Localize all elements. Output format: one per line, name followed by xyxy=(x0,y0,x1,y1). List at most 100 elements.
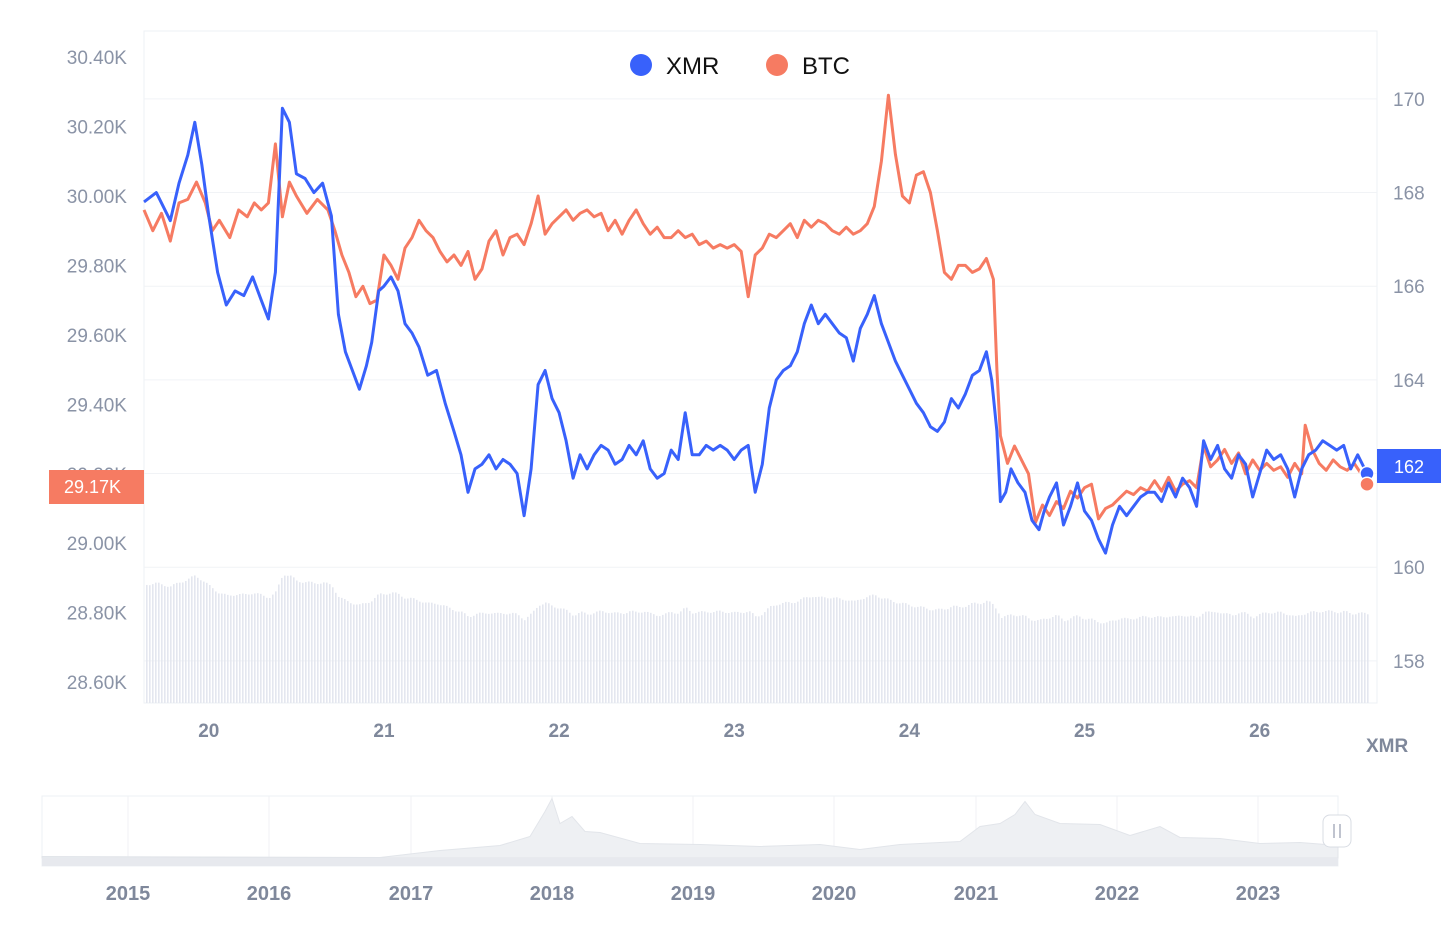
volume-bar xyxy=(1292,615,1294,703)
volume-bar xyxy=(416,599,418,703)
legend-item-btc[interactable]: BTC xyxy=(766,53,850,80)
volume-bar xyxy=(1154,617,1156,703)
volume-bar xyxy=(575,615,577,703)
volume-bar xyxy=(896,603,898,703)
volume-bar xyxy=(161,584,163,703)
volume-bar xyxy=(554,607,556,703)
volume-bar xyxy=(530,613,532,703)
volume-bar xyxy=(1169,616,1171,703)
volume-bar xyxy=(371,601,373,703)
volume-bar xyxy=(1232,615,1234,703)
volume-bar xyxy=(1004,616,1006,703)
volume-bar xyxy=(998,613,1000,703)
volume-bar xyxy=(1007,614,1009,703)
time-navigator[interactable]: 2015 2016 2017 2018 2019 2020 2021 2022 2023 xyxy=(41,795,1352,905)
volume-bar xyxy=(1214,612,1216,703)
volume-bar xyxy=(1241,612,1243,703)
volume-bar xyxy=(917,606,919,703)
volume-bar xyxy=(227,594,229,703)
volume-bar xyxy=(785,601,787,703)
volume-bar xyxy=(1088,618,1090,703)
volume-bar xyxy=(428,602,430,703)
navigator-axis: 2015 2016 2017 2018 2019 2020 2021 2022 2023 xyxy=(106,883,1281,905)
volume-bar xyxy=(236,595,238,703)
volume-bar xyxy=(728,612,730,703)
x-tick-label: 25 xyxy=(1074,721,1096,742)
volume-bar xyxy=(1067,620,1069,703)
volume-bar xyxy=(1355,614,1357,703)
volume-bar xyxy=(992,603,994,703)
series-line-btc xyxy=(142,93,1372,524)
volume-bar xyxy=(338,596,340,703)
volume-bar xyxy=(179,582,181,703)
volume-bar xyxy=(1259,613,1261,703)
x-tick-label: 24 xyxy=(899,721,921,742)
navigator-year-label: 2016 xyxy=(247,883,292,905)
volume-bar xyxy=(1313,611,1315,703)
volume-bar xyxy=(632,610,634,703)
volume-bar xyxy=(1325,610,1327,703)
volume-bar xyxy=(869,595,871,703)
volume-bar xyxy=(1142,615,1144,703)
volume-bar xyxy=(1346,611,1348,703)
volume-bar xyxy=(557,608,559,703)
volume-bar xyxy=(1193,615,1195,703)
volume-bar xyxy=(713,612,715,703)
volume-bar xyxy=(1202,613,1204,703)
volume-bar xyxy=(1178,615,1180,703)
volume-bar xyxy=(1091,618,1093,703)
volume-bar xyxy=(1127,618,1129,703)
volume-bar xyxy=(167,586,169,703)
volume-bar xyxy=(260,593,262,703)
volume-bar xyxy=(740,612,742,703)
volume-bar xyxy=(266,597,268,703)
xmr-badge-label: 162 xyxy=(1394,457,1424,477)
volume-bar xyxy=(1160,616,1162,703)
volume-bar xyxy=(1040,619,1042,703)
volume-bar xyxy=(872,594,874,703)
volume-bar xyxy=(245,594,247,703)
volume-bar xyxy=(902,602,904,703)
volume-bar xyxy=(968,604,970,703)
volume-bar xyxy=(1286,614,1288,703)
volume-bar xyxy=(1250,616,1252,703)
left-tick-label: 29.00K xyxy=(67,534,128,555)
volume-bar xyxy=(758,616,760,703)
volume-bar xyxy=(251,594,253,703)
volume-bar xyxy=(737,611,739,703)
volume-bar xyxy=(776,605,778,703)
volume-bar xyxy=(455,611,457,703)
series-end-dots xyxy=(1359,465,1375,492)
legend-item-xmr[interactable]: XMR xyxy=(630,53,719,80)
volume-bar xyxy=(1358,612,1360,703)
volume-bar xyxy=(1304,614,1306,703)
volume-bar xyxy=(1001,618,1003,703)
volume-bar xyxy=(698,611,700,703)
volume-bar xyxy=(470,617,472,703)
volume-bar xyxy=(887,598,889,703)
volume-bar xyxy=(1190,615,1192,703)
right-tick-label: 160 xyxy=(1393,558,1425,579)
volume-bar xyxy=(392,592,394,703)
volume-bar xyxy=(1010,614,1012,703)
navigator-year-label: 2021 xyxy=(954,883,999,905)
volume-bar xyxy=(674,613,676,703)
volume-bar xyxy=(926,608,928,703)
legend-label-xmr: XMR xyxy=(666,53,719,80)
volume-bar xyxy=(584,612,586,703)
volume-bar xyxy=(920,606,922,703)
volume-bar xyxy=(764,612,766,703)
volume-bar xyxy=(473,615,475,703)
volume-bar xyxy=(335,592,337,703)
navigator-handle[interactable] xyxy=(1322,814,1352,848)
volume-bar xyxy=(1277,611,1279,703)
volume-bar xyxy=(293,577,295,703)
volume-bar xyxy=(812,597,814,703)
btc-badge-bg xyxy=(49,470,144,504)
left-tick-label: 30.20K xyxy=(67,118,128,139)
volume-bar xyxy=(1280,611,1282,703)
volume-bar xyxy=(773,605,775,703)
volume-bar xyxy=(734,611,736,703)
volume-bar xyxy=(422,602,424,703)
